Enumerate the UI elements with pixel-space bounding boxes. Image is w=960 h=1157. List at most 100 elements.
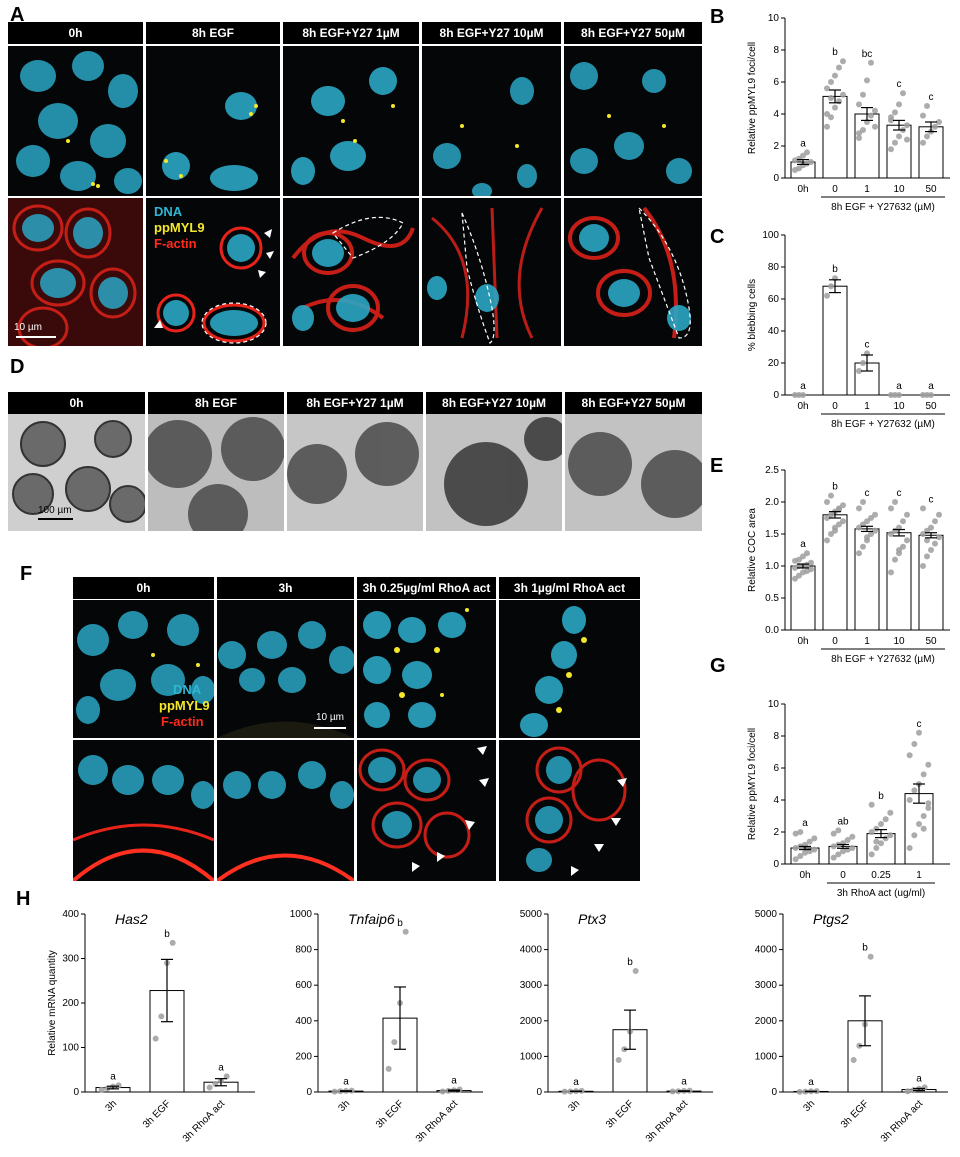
significance-letter: c bbox=[917, 719, 922, 730]
category-label: 0 bbox=[832, 636, 838, 647]
panel-letter-h: H bbox=[16, 888, 31, 910]
data-point bbox=[878, 821, 884, 827]
y-tick-label: 8 bbox=[773, 45, 779, 56]
data-point bbox=[904, 511, 910, 518]
data-point bbox=[900, 543, 906, 550]
data-point bbox=[936, 534, 942, 541]
y-tick-label: 0 bbox=[771, 1087, 777, 1098]
data-point bbox=[856, 550, 862, 557]
micrograph-f-3h-merge bbox=[217, 740, 354, 881]
significance-letter: c bbox=[865, 339, 870, 350]
y-tick-label: 100 bbox=[762, 230, 779, 241]
y-tick-label: 1000 bbox=[290, 909, 313, 920]
data-point bbox=[824, 111, 830, 117]
data-point bbox=[904, 1088, 911, 1095]
panel-d-header-y27-50: 8h EGF+Y27 50µM bbox=[565, 392, 702, 414]
data-point bbox=[904, 136, 910, 143]
y-tick-label: 5000 bbox=[520, 909, 543, 920]
data-point bbox=[920, 505, 926, 512]
legend-f-factin: F-actin bbox=[161, 714, 204, 729]
data-point bbox=[888, 505, 894, 512]
data-point bbox=[828, 492, 834, 499]
micrograph-a-0h-merge: 10 µm bbox=[8, 198, 143, 346]
micrograph-f-3h-dna: 10 µm bbox=[217, 600, 354, 738]
data-point bbox=[872, 123, 878, 130]
y-tick-label: 2000 bbox=[755, 1016, 778, 1027]
data-point bbox=[873, 838, 880, 845]
chart-title: Has2 bbox=[115, 911, 148, 927]
chart-h-ptgs2: 0 1000 2000 3000 4000 5000 Ptgs2 a 3h b 3h EGF a 3h … bbox=[755, 909, 948, 1145]
data-point bbox=[882, 835, 889, 842]
micrograph-f-rhoa1-merge bbox=[499, 740, 640, 881]
chart-g: 0 2 4 6 8 10 Relative ppMYL9 foci/cell a 0h ab 0 b 0… bbox=[747, 699, 950, 899]
category-label: 3h EGF bbox=[839, 1098, 871, 1130]
data-point bbox=[916, 821, 922, 827]
y-tick-label: 200 bbox=[295, 1051, 312, 1062]
y-tick-label: 2.5 bbox=[765, 465, 779, 476]
y-tick-label: 400 bbox=[295, 1016, 312, 1027]
micrograph-a-y27-10-dna bbox=[422, 46, 561, 196]
significance-letter: b bbox=[164, 929, 170, 940]
micrograph-a-y27-50-merge bbox=[564, 198, 702, 346]
category-label: 3h EGF bbox=[141, 1098, 173, 1130]
x-axis-label: 8h EGF + Y27632 (µM) bbox=[831, 654, 935, 665]
chart-title: Tnfaip6 bbox=[348, 911, 395, 927]
category-label: 0 bbox=[840, 870, 846, 881]
data-point bbox=[836, 64, 842, 71]
significance-letter: b bbox=[627, 957, 633, 968]
y-axis-label: Relative ppMYL9 foci/cell bbox=[747, 728, 758, 840]
significance-letter: a bbox=[800, 539, 806, 550]
significance-letter: a bbox=[218, 1062, 224, 1073]
y-tick-label: 20 bbox=[768, 358, 780, 369]
category-label: 3h bbox=[566, 1098, 582, 1114]
category-label: 0 bbox=[832, 401, 838, 412]
micrograph-f-0h-dna: DNA ppMYL9 F-actin bbox=[73, 600, 214, 738]
y-tick-label: 400 bbox=[62, 909, 79, 920]
y-tick-label: 60 bbox=[768, 294, 780, 305]
panel-letter-b: B bbox=[710, 6, 725, 28]
data-point bbox=[868, 515, 874, 521]
data-point bbox=[868, 531, 874, 537]
y-tick-label: 0.0 bbox=[765, 625, 779, 636]
y-tick-label: 0 bbox=[773, 859, 779, 870]
y-tick-label: 0.5 bbox=[765, 593, 779, 604]
data-point bbox=[864, 518, 870, 525]
significance-letter: a bbox=[808, 1077, 814, 1088]
category-label: 1 bbox=[916, 870, 922, 881]
panel-a-header-y27-1: 8h EGF+Y27 1µM bbox=[283, 22, 419, 44]
significance-letter: ab bbox=[837, 816, 849, 827]
data-point bbox=[892, 556, 898, 563]
panel-d-header-8h-egf: 8h EGF bbox=[148, 392, 284, 414]
data-point bbox=[806, 838, 813, 845]
micrograph-f-rhoa025-merge bbox=[357, 740, 496, 881]
data-point bbox=[887, 809, 894, 816]
category-label: 3h bbox=[103, 1098, 119, 1114]
y-tick-label: 10 bbox=[768, 699, 780, 710]
data-point bbox=[830, 854, 837, 861]
data-point bbox=[800, 392, 806, 398]
data-point bbox=[856, 101, 862, 108]
data-point bbox=[920, 531, 926, 537]
legend-f-ppmyl9: ppMYL9 bbox=[159, 698, 210, 713]
scale-bar-f-label: 10 µm bbox=[316, 712, 344, 723]
data-point bbox=[906, 797, 913, 803]
significance-letter: b bbox=[832, 482, 838, 493]
data-point bbox=[892, 139, 898, 146]
significance-letter: a bbox=[343, 1077, 349, 1088]
data-point bbox=[797, 829, 804, 835]
y-tick-label: 0 bbox=[306, 1087, 312, 1098]
scale-bar-d-label: 100 µm bbox=[38, 505, 72, 516]
data-point bbox=[932, 518, 938, 525]
data-point bbox=[928, 524, 934, 531]
data-point bbox=[206, 1084, 213, 1091]
data-point bbox=[840, 58, 846, 65]
significance-letter: c bbox=[865, 488, 870, 499]
data-point bbox=[920, 825, 927, 832]
category-label: 50 bbox=[925, 401, 937, 412]
y-axis-label: % blebbing cells bbox=[747, 279, 758, 351]
data-point bbox=[925, 805, 932, 811]
data-point bbox=[824, 292, 830, 299]
data-point bbox=[796, 165, 802, 172]
y-tick-label: 1000 bbox=[755, 1051, 778, 1062]
